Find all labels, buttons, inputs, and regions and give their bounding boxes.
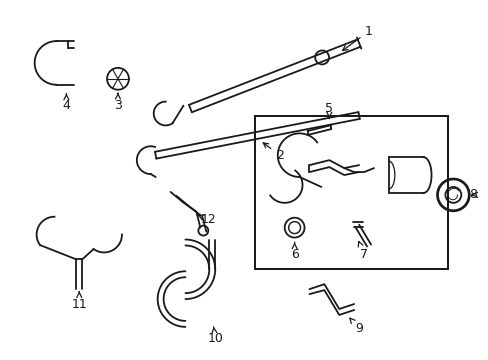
Text: 7: 7 bbox=[358, 242, 367, 261]
Text: 5: 5 bbox=[325, 102, 333, 118]
Text: 4: 4 bbox=[62, 94, 70, 112]
Bar bbox=[254, 116, 447, 269]
Text: 6: 6 bbox=[290, 242, 298, 261]
Text: 3: 3 bbox=[114, 93, 122, 112]
Text: 9: 9 bbox=[349, 318, 362, 336]
Text: 1: 1 bbox=[342, 24, 372, 50]
Text: 11: 11 bbox=[71, 292, 87, 311]
Text: 8: 8 bbox=[468, 188, 477, 201]
Text: 12: 12 bbox=[197, 213, 216, 226]
Text: 10: 10 bbox=[207, 327, 223, 345]
Text: 2: 2 bbox=[263, 143, 283, 162]
